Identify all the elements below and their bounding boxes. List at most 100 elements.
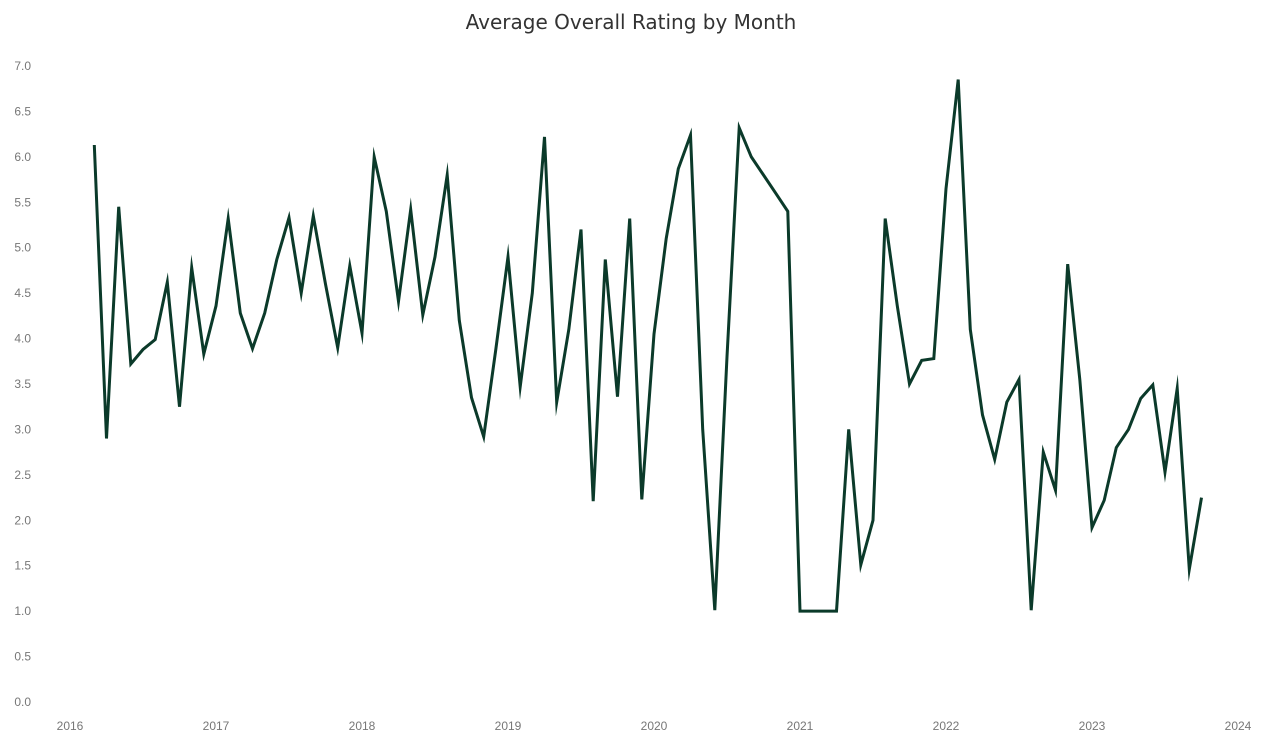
data-point [1077, 376, 1083, 382]
data-point [493, 346, 499, 352]
data-point [420, 312, 426, 318]
data-point [177, 404, 183, 410]
data-point [931, 356, 937, 362]
data-point [870, 517, 876, 523]
data-point [408, 207, 414, 213]
data-point [128, 361, 134, 367]
data-point [164, 279, 170, 285]
data-point [383, 208, 389, 214]
data-point [639, 496, 645, 502]
x-tick-label: 2017 [203, 719, 230, 733]
y-tick-label: 3.5 [14, 377, 31, 391]
data-point [1016, 376, 1022, 382]
data-point [104, 436, 110, 442]
data-point [1186, 566, 1192, 572]
y-tick-label: 1.5 [14, 559, 31, 573]
data-point [310, 213, 316, 219]
data-point [286, 215, 292, 221]
data-point [773, 190, 779, 196]
data-point [809, 608, 815, 614]
data-point [894, 303, 900, 309]
data-point [152, 336, 158, 342]
x-tick-label: 2021 [787, 719, 814, 733]
data-point [1199, 495, 1205, 501]
data-point [91, 142, 97, 148]
data-point [919, 357, 925, 363]
data-point [456, 317, 462, 323]
data-point [274, 257, 280, 263]
data-point [724, 354, 730, 360]
data-point [1089, 525, 1095, 531]
data-point [213, 303, 219, 309]
x-tick-label: 2018 [349, 719, 376, 733]
data-point [481, 434, 487, 440]
chart-title: Average Overall Rating by Month [465, 10, 797, 34]
data-point [116, 204, 122, 210]
data-point [1028, 607, 1034, 613]
data-point [298, 290, 304, 296]
data-point [967, 326, 973, 332]
data-point [1162, 469, 1168, 475]
y-tick-label: 3.0 [14, 422, 31, 436]
data-point [761, 172, 767, 178]
y-tick-label: 6.0 [14, 150, 31, 164]
data-point [1150, 382, 1156, 388]
data-point [992, 456, 998, 462]
x-axis-ticks: 2016 2017 2018 2019 2020 2021 2022 2023 2024 [57, 719, 1252, 733]
data-point [700, 426, 706, 432]
y-tick-label: 2.5 [14, 468, 31, 482]
data-point [907, 381, 913, 387]
data-point [262, 310, 268, 316]
data-point [675, 166, 681, 172]
y-tick-label: 2.0 [14, 513, 31, 527]
data-point [590, 498, 596, 504]
data-point [797, 608, 803, 614]
data-point [1004, 399, 1010, 405]
data-point [469, 395, 475, 401]
data-point [1101, 497, 1107, 503]
data-point [566, 326, 572, 332]
data-point [1126, 426, 1132, 432]
data-point [663, 236, 669, 242]
data-point [1053, 487, 1059, 493]
y-tick-label: 7.0 [14, 59, 31, 73]
data-point [846, 426, 852, 432]
data-point [602, 257, 608, 263]
data-point [627, 216, 633, 222]
y-tick-label: 4.0 [14, 332, 31, 346]
data-point [578, 227, 584, 233]
series-line [92, 79, 1203, 613]
data-point [444, 172, 450, 178]
data-point [858, 562, 864, 568]
data-point [651, 331, 657, 337]
x-tick-label: 2019 [495, 719, 522, 733]
data-point [1040, 449, 1046, 455]
data-point [688, 132, 694, 138]
data-point [1138, 396, 1144, 402]
series-layer [91, 77, 1205, 614]
data-point [712, 607, 718, 613]
data-point [201, 351, 207, 357]
data-point [505, 254, 511, 260]
data-point [517, 384, 523, 390]
x-tick-label: 2016 [57, 719, 84, 733]
y-tick-label: 0.5 [14, 650, 31, 664]
data-point [955, 77, 961, 83]
data-point [1174, 386, 1180, 392]
data-point [1065, 261, 1071, 267]
data-point [748, 154, 754, 160]
data-point [736, 125, 742, 131]
data-point [542, 134, 548, 140]
y-tick-label: 5.5 [14, 195, 31, 209]
data-point [821, 608, 827, 614]
data-point [225, 216, 231, 222]
data-point [335, 345, 341, 351]
x-tick-label: 2024 [1225, 719, 1252, 733]
y-tick-label: 0.0 [14, 695, 31, 709]
data-point [371, 154, 377, 160]
data-point [615, 394, 621, 400]
y-tick-label: 4.5 [14, 286, 31, 300]
x-tick-label: 2023 [1079, 719, 1106, 733]
data-point [529, 290, 535, 296]
